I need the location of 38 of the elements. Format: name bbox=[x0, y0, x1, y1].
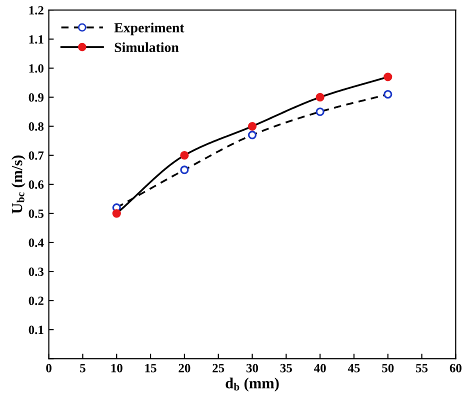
x-tick-label: 60 bbox=[450, 364, 462, 372]
point bbox=[180, 151, 189, 160]
y-tick-label: 1.0 bbox=[29, 64, 44, 73]
y-tick-label: 0.7 bbox=[28, 151, 44, 160]
x-tick-label: 45 bbox=[348, 364, 360, 372]
y-axis-title: U$_{bc}$ (m/s) bbox=[12, 155, 26, 214]
y-tick-label: 0.2 bbox=[28, 296, 44, 306]
point bbox=[316, 92, 324, 102]
point bbox=[248, 122, 257, 131]
y-tick-label: 0.4 bbox=[28, 238, 44, 247]
y-tick-label: 0.8 bbox=[28, 122, 44, 131]
x-tick-label: 25 bbox=[212, 364, 224, 372]
x-tick-label: 10 bbox=[111, 364, 122, 372]
x-tick-label: 15 bbox=[145, 364, 156, 372]
point bbox=[384, 90, 392, 99]
y-tick-label: 0.9 bbox=[28, 93, 44, 102]
y-tick-label: 0.3 bbox=[28, 268, 44, 276]
x-tick-label: 5 bbox=[80, 364, 86, 372]
x-tick-label: 35 bbox=[280, 364, 292, 372]
point bbox=[384, 72, 392, 82]
x-tick-label: 40 bbox=[314, 364, 326, 372]
legend-label: Experiment bbox=[114, 22, 184, 36]
point bbox=[248, 130, 257, 140]
y-tick-label: 0.5 bbox=[28, 209, 44, 218]
x-tick-label: 55 bbox=[416, 364, 428, 372]
point bbox=[112, 209, 121, 218]
point bbox=[180, 166, 189, 174]
x-tick-label: 20 bbox=[178, 364, 190, 372]
point bbox=[316, 107, 324, 116]
y-tick-label: 0.1 bbox=[28, 326, 44, 334]
y-tick-label: 1.1 bbox=[29, 35, 44, 44]
legend-label: Simulation bbox=[114, 42, 179, 52]
y-tick-label: 1.2 bbox=[29, 6, 44, 15]
x-tick-label: 30 bbox=[246, 364, 258, 372]
x-tick-label: 0 bbox=[46, 364, 52, 372]
x-axis-title: d$_{b}$ (mm) bbox=[226, 378, 279, 392]
y-tick-label: 0.6 bbox=[28, 180, 44, 189]
x-tick-label: 50 bbox=[382, 364, 394, 372]
